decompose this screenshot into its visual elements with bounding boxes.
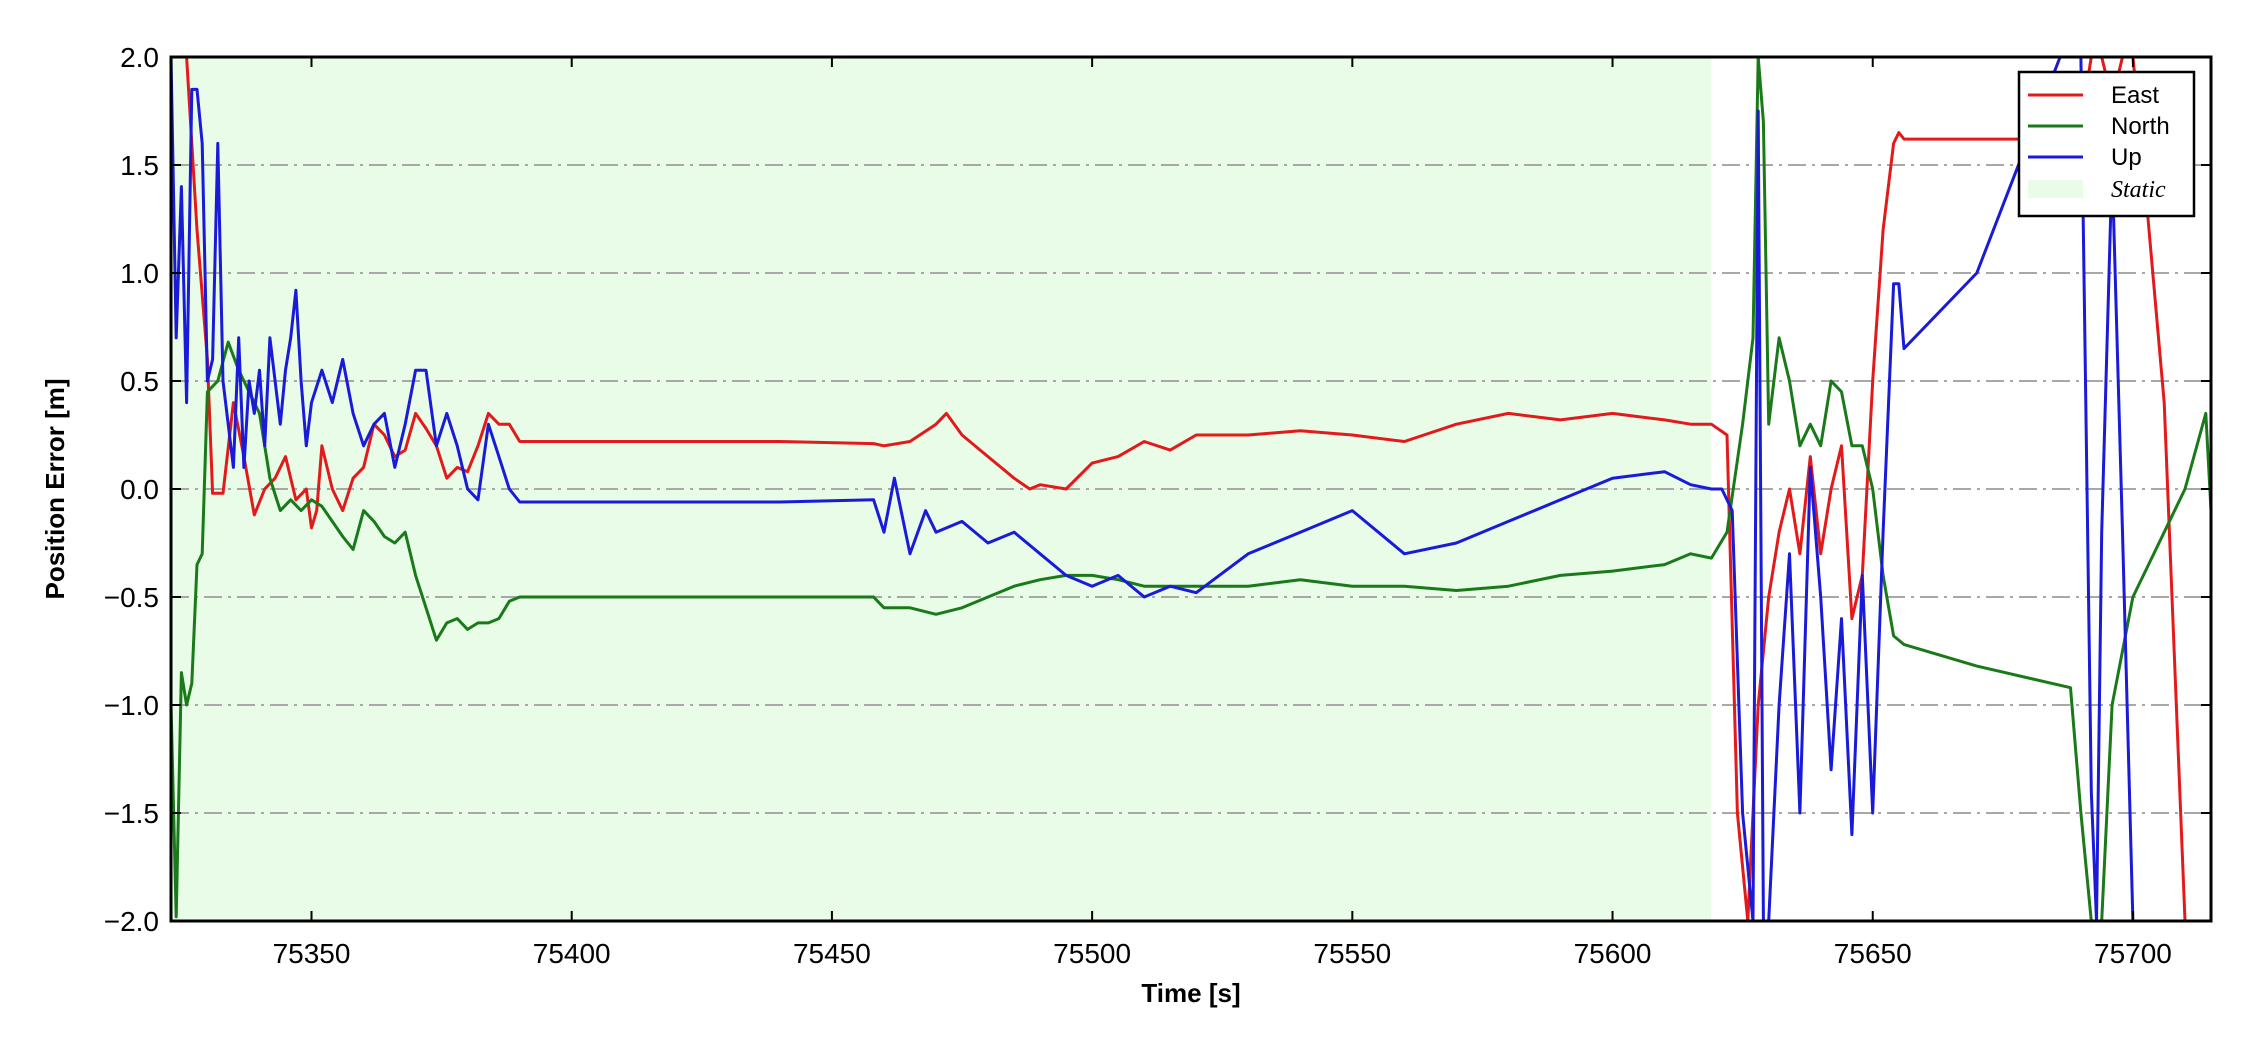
- legend-label-static: Static: [2111, 177, 2166, 203]
- y-tick-label: 0.5: [120, 366, 159, 397]
- y-tick-label: −1.5: [104, 798, 159, 829]
- y-tick-label: 1.5: [120, 150, 159, 181]
- legend-label-north: North: [2111, 113, 2170, 140]
- x-tick-label: 75400: [533, 938, 611, 969]
- y-tick-label: −1.0: [104, 690, 159, 721]
- series-layer: [171, 57, 2211, 921]
- x-tick-label: 75500: [1053, 938, 1131, 969]
- y-tick-label: 1.0: [120, 258, 159, 289]
- legend: East North Up Static: [2017, 70, 2196, 218]
- series-line-north: [171, 57, 2211, 921]
- y-tick-label: 2.0: [120, 42, 159, 73]
- series-line-up: [171, 57, 2211, 921]
- y-tick-label: −0.5: [104, 582, 159, 613]
- x-tick-label: 75550: [1313, 938, 1391, 969]
- axis-ticks: 75350 75400 75450 75500 75550 75600 75650 75700…: [104, 42, 2211, 969]
- grid-lines: [171, 164, 2211, 814]
- y-axis-title: Position Error [m]: [40, 378, 70, 599]
- series-line-east: [171, 57, 2211, 921]
- legend-label-east: East: [2111, 82, 2159, 109]
- x-tick-label: 75450: [793, 938, 871, 969]
- legend-swatch-static: [2028, 180, 2083, 198]
- x-tick-label: 75650: [1834, 938, 1912, 969]
- y-tick-label: 0.0: [120, 474, 159, 505]
- x-axis-title: Time [s]: [1141, 978, 1240, 1008]
- x-tick-label: 75700: [2094, 938, 2172, 969]
- x-tick-label: 75600: [1574, 938, 1652, 969]
- legend-label-up: Up: [2111, 144, 2142, 171]
- x-tick-label: 75350: [273, 938, 351, 969]
- y-tick-label: −2.0: [104, 906, 159, 937]
